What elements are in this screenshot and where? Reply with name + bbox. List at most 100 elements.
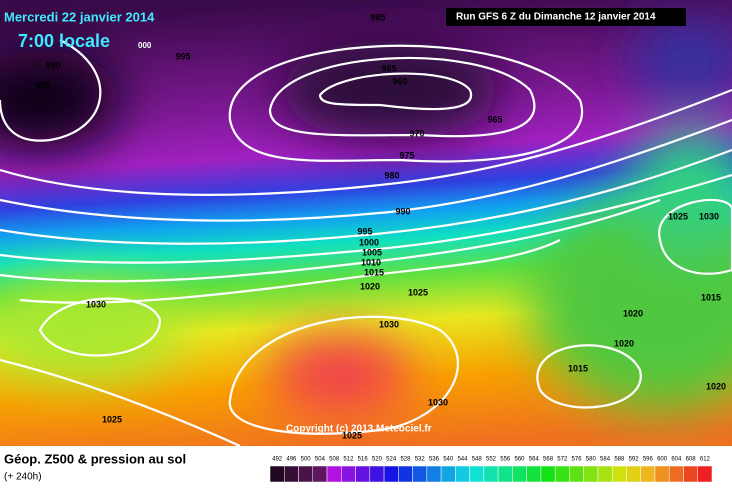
time: 7:00 locale — [18, 31, 110, 51]
scale-label: 568 — [543, 457, 554, 463]
scale-cell — [426, 465, 442, 483]
isobar-label: 975 — [399, 150, 414, 160]
scale-label: 564 — [529, 457, 540, 463]
footer-title: Géop. Z500 & pression au sol — [4, 451, 186, 466]
scale-label: 592 — [629, 457, 640, 463]
isobar-label: 1025 — [668, 211, 688, 221]
scale-label: 584 — [600, 457, 611, 463]
scale-cell — [383, 465, 399, 483]
scale-label: 588 — [614, 457, 625, 463]
isobar-label: 965 — [381, 63, 396, 73]
isobar-label: 960 — [392, 76, 407, 86]
scale-label: 516 — [358, 457, 369, 463]
scale-cell — [512, 465, 527, 483]
scale-cell — [569, 465, 584, 483]
isobar-label: 1030 — [699, 211, 719, 221]
isobar-label: 980 — [384, 170, 399, 180]
scale-label: 600 — [657, 457, 668, 463]
isobar-label: 970 — [409, 128, 424, 138]
scale-label: 572 — [557, 457, 568, 463]
isobar-label: 1020 — [614, 338, 634, 348]
scale-cell — [369, 465, 385, 483]
scale-cell — [469, 465, 485, 483]
scale-cell — [284, 465, 299, 483]
scale-cell — [626, 465, 641, 483]
isobar-label: 990 — [395, 206, 410, 216]
scale-label: 548 — [472, 457, 483, 463]
isobar-label: 985 — [35, 80, 50, 90]
scale-cell — [455, 465, 470, 483]
isobar-label: 1025 — [342, 430, 362, 440]
scale-cell — [398, 465, 413, 483]
scale-label: 552 — [486, 457, 497, 463]
scale-cell — [355, 465, 371, 483]
isobar-label: 995 — [357, 226, 372, 236]
scale-cell — [526, 465, 542, 483]
scale-cell — [440, 465, 456, 483]
scale-cell — [540, 465, 556, 483]
scale-label: 492 — [272, 457, 283, 463]
run-info: Run GFS 6 Z du Dimanche 12 janvier 2014 — [456, 12, 656, 23]
scale-cell — [554, 465, 570, 483]
scale-cell — [298, 465, 314, 483]
scale-cell — [654, 465, 670, 483]
isobar-label: 1020 — [623, 308, 643, 318]
scale-label: 612 — [700, 457, 711, 463]
isobar-label: 1015 — [701, 292, 721, 302]
scale-cell — [640, 465, 656, 483]
scale-label: 608 — [686, 457, 697, 463]
time-suffix: 000 — [138, 41, 152, 50]
scale-label: 504 — [315, 457, 326, 463]
isobar-label: 1000 — [359, 237, 379, 247]
isobar-label: 1015 — [364, 267, 384, 277]
scale-label: 520 — [372, 457, 383, 463]
scale-label: 580 — [586, 457, 597, 463]
scale-cell — [597, 465, 613, 483]
scale-cell — [326, 465, 342, 483]
isobar-label: 1005 — [362, 247, 382, 257]
scale-cell — [697, 465, 713, 483]
map-field — [0, 0, 732, 446]
copyright: Copyright (c) 2013 Meteociel.fr — [286, 424, 432, 435]
scale-label: 532 — [415, 457, 426, 463]
scale-label: 496 — [286, 457, 297, 463]
isobar-label: 985 — [370, 12, 385, 22]
scale-cell — [668, 465, 684, 483]
scale-label: 540 — [443, 457, 454, 463]
scale-label: 500 — [301, 457, 312, 463]
scale-label: 512 — [343, 457, 354, 463]
scale-cell — [341, 465, 356, 483]
run-box — [446, 8, 686, 26]
scale-label: 556 — [500, 457, 511, 463]
isobar-label: 995 — [175, 51, 190, 61]
scale-cell — [683, 465, 698, 483]
scale-cell — [312, 465, 328, 483]
footer-lead: (+ 240h) — [4, 472, 42, 483]
isobar-label: 990 — [45, 60, 60, 70]
isobar-label: 965 — [487, 114, 502, 124]
scale-label: 524 — [386, 457, 397, 463]
date: Mercredi 22 janvier 2014 — [4, 9, 155, 24]
isobar-label: 1030 — [428, 397, 448, 407]
scale-cell — [611, 465, 627, 483]
scale-cell — [497, 465, 513, 483]
scale-label: 544 — [457, 457, 468, 463]
isobar-label: 1020 — [360, 281, 380, 291]
isobar-label: 1025 — [408, 287, 428, 297]
scale-label: 528 — [400, 457, 411, 463]
scale-cell — [483, 465, 499, 483]
isobar-label: 1030 — [379, 319, 399, 329]
isobar-label: 1025 — [102, 414, 122, 424]
scale-cell — [269, 465, 285, 483]
scale-cell — [412, 465, 428, 483]
scale-label: 536 — [429, 457, 440, 463]
scale-label: 576 — [572, 457, 583, 463]
isobar-label: 1030 — [86, 299, 106, 309]
scale-label: 560 — [515, 457, 526, 463]
scale-label: 596 — [643, 457, 654, 463]
isobar-label: 1015 — [568, 363, 588, 373]
scale-label: 508 — [329, 457, 340, 463]
scale-cell — [583, 465, 599, 483]
isobar-label: 1010 — [361, 257, 381, 267]
